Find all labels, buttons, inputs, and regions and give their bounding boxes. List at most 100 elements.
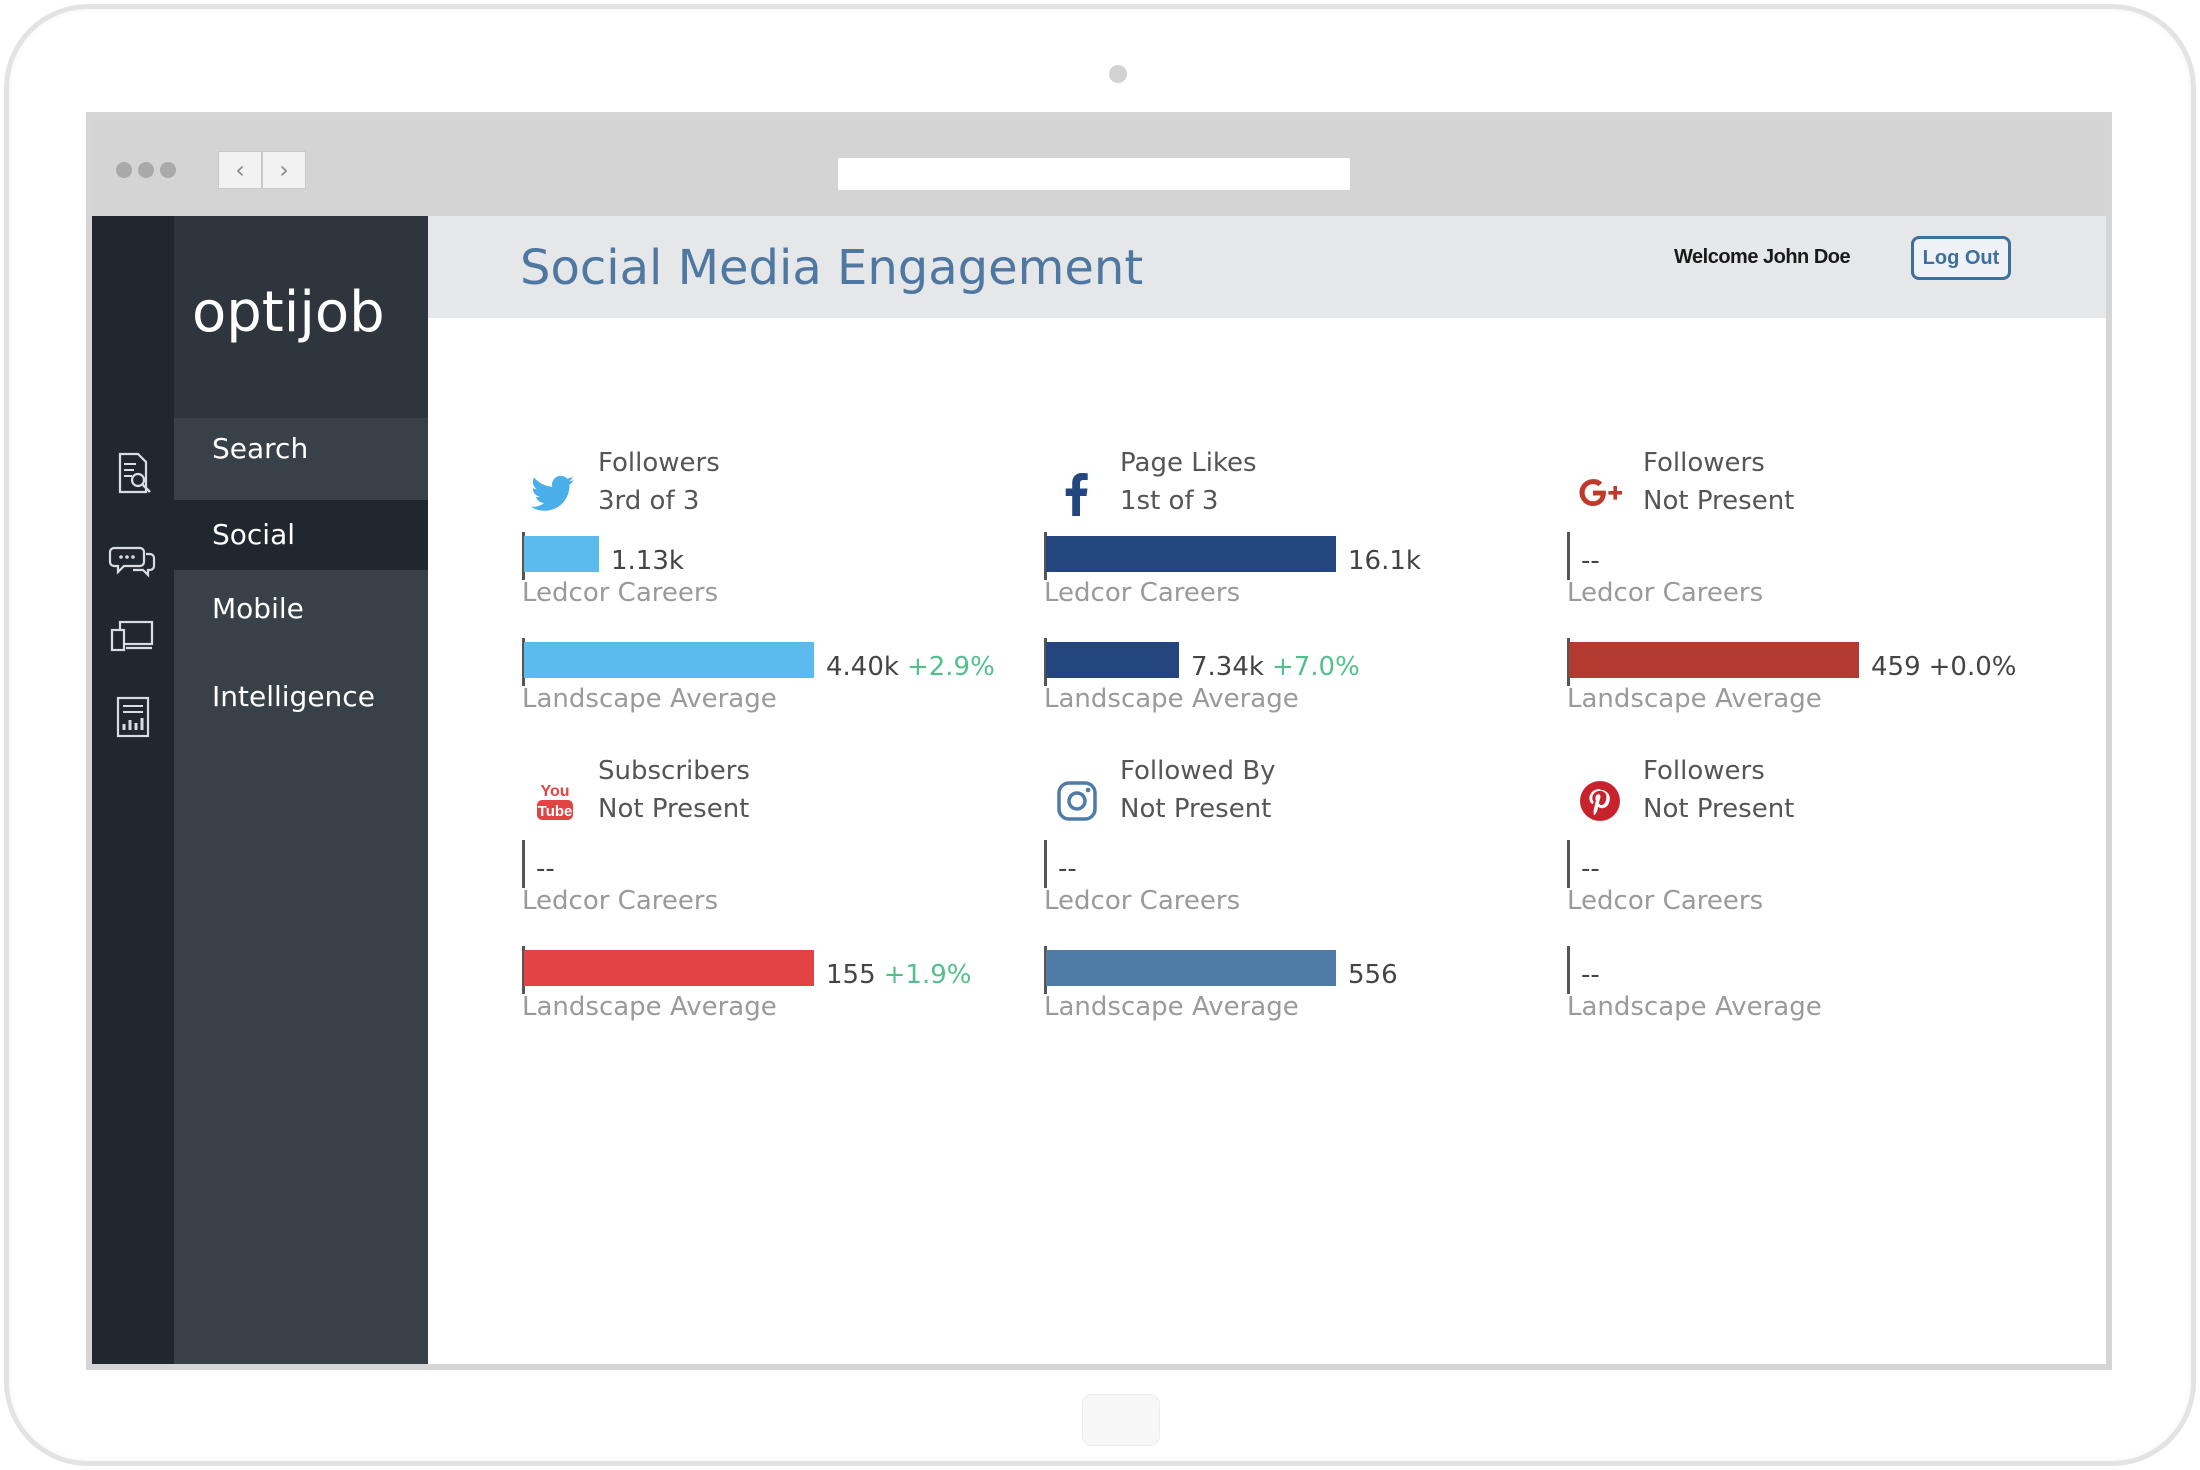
menu-item-label: Intelligence	[212, 680, 375, 713]
average-caption: Landscape Average	[1044, 992, 1299, 1022]
average-bar-row: 155 +1.9%	[522, 946, 1022, 996]
bar-axis	[1567, 946, 1570, 994]
company-caption: Ledcor Careers	[1044, 578, 1241, 608]
bar-axis	[522, 946, 525, 994]
bar-axis	[522, 532, 525, 580]
bar-value-text: --	[1058, 854, 1077, 884]
average-caption: Landscape Average	[522, 684, 777, 714]
bar-axis	[522, 840, 525, 888]
logo[interactable]: optijob	[192, 280, 385, 345]
app-area: optijob Search Social Mobile Intelligenc…	[92, 216, 2106, 1364]
company-bar-row: --	[1044, 840, 1544, 890]
menu-item-intelligence[interactable]: Intelligence	[174, 662, 428, 732]
pinterest-icon	[1573, 774, 1627, 828]
average-bar-row: 4.40k +2.9%	[522, 638, 1022, 688]
bar-value: 459 +0.0%	[1871, 652, 2016, 682]
metric-label: Followed By	[1120, 756, 1276, 786]
metric-rank: Not Present	[1643, 486, 1795, 516]
camera-dot	[1109, 65, 1127, 83]
metric-rank: Not Present	[1643, 794, 1795, 824]
bar-value-text: --	[1581, 546, 1600, 576]
report-chart-icon[interactable]	[108, 692, 158, 742]
bar-value-text: --	[1581, 854, 1600, 884]
average-bar-row: 556	[1044, 946, 1544, 996]
svg-text:You: You	[540, 783, 569, 800]
average-caption: Landscape Average	[1567, 992, 1822, 1022]
twitter-icon	[528, 466, 582, 520]
logo-area: optijob	[174, 216, 428, 418]
bar-axis	[1044, 638, 1047, 686]
metric-label: Followers	[1643, 448, 1765, 478]
company-bar-row: 1.13k	[522, 532, 1022, 582]
average-bar	[524, 950, 814, 986]
top-bar: Social Media Engagement Welcome John Doe…	[428, 216, 2106, 318]
average-caption: Landscape Average	[1044, 684, 1299, 714]
bar-value: 556	[1348, 960, 1398, 990]
metric-rank: Not Present	[1120, 794, 1272, 824]
company-bar-row: 16.1k	[1044, 532, 1544, 582]
metric-label: Subscribers	[598, 756, 750, 786]
bar-value-text: --	[536, 854, 555, 884]
search-document-icon[interactable]	[108, 448, 158, 498]
platform-card-pinterest: Followers Not Present -- Ledcor Careers -- La…	[1567, 756, 2067, 1046]
platform-card-googleplus: Followers Not Present -- Ledcor Careers 459 +…	[1567, 448, 2067, 738]
bar-value: --	[1581, 854, 1600, 884]
platform-card-twitter: Followers 3rd of 3 1.13k Ledcor Careers 4.40…	[522, 448, 1022, 738]
bar-value-text: 4.40k	[826, 652, 899, 682]
bar-value: 4.40k +2.9%	[826, 652, 995, 682]
bar-axis	[1044, 840, 1047, 888]
bar-change: +2.9%	[906, 652, 995, 682]
bar-value: --	[536, 854, 555, 884]
instagram-icon	[1050, 774, 1104, 828]
window-dot	[160, 162, 176, 178]
forward-button[interactable]: ›	[262, 151, 306, 189]
bar-value: --	[1058, 854, 1077, 884]
youtube-icon: You Tube	[528, 774, 582, 828]
bar-value: --	[1581, 960, 1600, 990]
average-bar	[1569, 642, 1859, 678]
back-button[interactable]: ‹	[218, 151, 262, 189]
bar-change: +7.0%	[1271, 652, 1360, 682]
average-bar-row: --	[1567, 946, 2067, 996]
average-bar	[1046, 642, 1179, 678]
bar-change: +0.0%	[1928, 652, 2017, 682]
menu-item-social[interactable]: Social	[174, 500, 428, 570]
bar-change: +1.9%	[883, 960, 972, 990]
home-button[interactable]	[1082, 1394, 1160, 1446]
company-bar	[1046, 536, 1336, 572]
logout-button[interactable]: Log Out	[1911, 236, 2011, 280]
bar-value-text: 16.1k	[1348, 546, 1421, 576]
average-bar	[1046, 950, 1336, 986]
chat-bubbles-icon[interactable]	[108, 534, 158, 584]
metric-label: Followers	[598, 448, 720, 478]
menu-item-label: Social	[212, 518, 296, 551]
menu-item-search[interactable]: Search	[174, 414, 428, 484]
menu-item-mobile[interactable]: Mobile	[174, 574, 428, 644]
bar-value-text: 1.13k	[611, 546, 684, 576]
address-bar[interactable]	[838, 158, 1350, 190]
metric-label: Followers	[1643, 756, 1765, 786]
bar-axis	[1044, 946, 1047, 994]
company-caption: Ledcor Careers	[1567, 578, 1764, 608]
google-plus-icon	[1573, 466, 1627, 520]
metric-rank: 1st of 3	[1120, 486, 1219, 516]
company-bar-row: --	[1567, 532, 2067, 582]
page-title: Social Media Engagement	[520, 240, 1144, 296]
browser-window: ‹ › optijob Sear	[86, 112, 2112, 1370]
average-bar-row: 459 +0.0%	[1567, 638, 2067, 688]
bar-axis	[1567, 840, 1570, 888]
bar-axis	[1044, 532, 1047, 580]
platform-card-youtube: You Tube Subscribers Not Present -- Ledcor Ca…	[522, 756, 1022, 1046]
bar-axis	[522, 638, 525, 686]
browser-chrome: ‹ ›	[92, 118, 2106, 216]
metric-rank: Not Present	[598, 794, 750, 824]
menu-item-label: Search	[212, 432, 309, 465]
bar-value: 155 +1.9%	[826, 960, 971, 990]
company-bar	[524, 536, 599, 572]
average-bar-row: 7.34k +7.0%	[1044, 638, 1544, 688]
platform-card-instagram: Followed By Not Present -- Ledcor Careers 55…	[1044, 756, 1544, 1046]
bar-value-text: 7.34k	[1191, 652, 1264, 682]
company-bar-row: --	[522, 840, 1022, 890]
svg-text:Tube: Tube	[538, 803, 573, 820]
devices-icon[interactable]	[108, 610, 158, 660]
